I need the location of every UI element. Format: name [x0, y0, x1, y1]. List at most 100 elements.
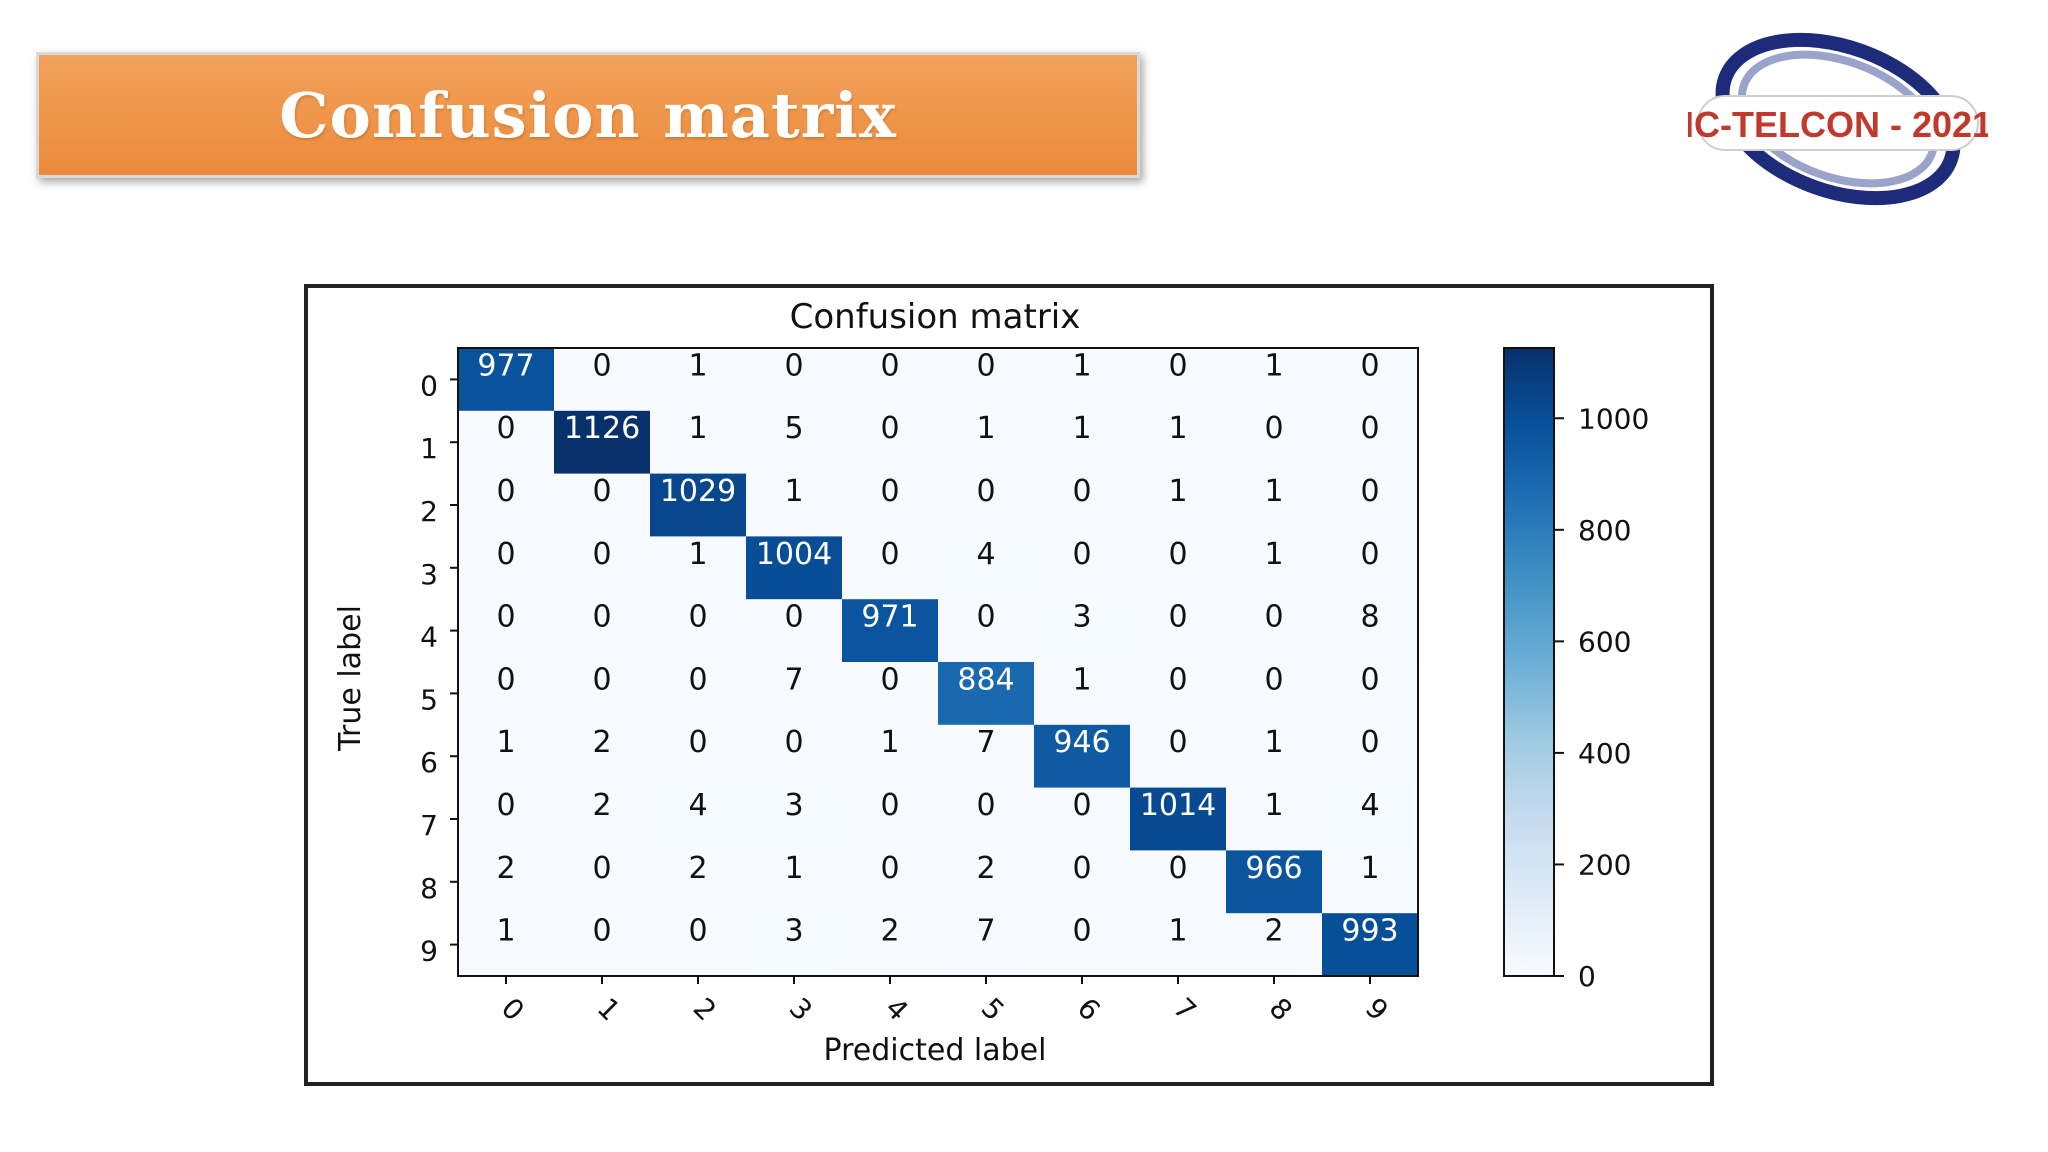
cell-value-label: 946	[1053, 725, 1110, 760]
cell-value-label: 0	[1072, 788, 1091, 823]
cell-value-label: 966	[1245, 851, 1302, 886]
cell-value-label: 0	[1360, 474, 1379, 509]
cell-value-label: 0	[592, 914, 611, 949]
heatmap-cell	[458, 913, 555, 977]
cell-value-label: 1	[1264, 725, 1283, 760]
cell-value-label: 0	[688, 662, 707, 697]
cell-value-label: 0	[592, 537, 611, 572]
cell-value-label: 3	[784, 788, 803, 823]
heatmap-cell	[842, 662, 939, 726]
heatmap-cell	[842, 348, 939, 412]
heatmap-cell	[746, 348, 843, 412]
heatmap-border	[457, 347, 1419, 977]
heatmap-cell	[1130, 913, 1227, 977]
heatmap-cell	[554, 536, 651, 600]
heatmap-cell	[458, 599, 555, 663]
cell-value-label: 1	[1264, 537, 1283, 572]
cell-value-label: 0	[1168, 600, 1187, 635]
cell-value-label: 0	[880, 474, 899, 509]
heatmap-cell	[650, 913, 747, 977]
cell-value-label: 7	[976, 914, 995, 949]
heatmap-cell	[1034, 473, 1131, 537]
heatmap-cell	[554, 410, 651, 475]
cell-value-label: 1	[496, 914, 515, 949]
heatmap-cell	[746, 724, 843, 789]
cell-value-label: 0	[496, 662, 515, 697]
heatmap-cell	[458, 787, 555, 851]
heatmap-cell	[1226, 724, 1323, 789]
colorbar-tick-label: 400	[1578, 737, 1631, 770]
cell-value-label: 0	[1168, 725, 1187, 760]
cell-value-label: 1	[1072, 348, 1091, 383]
heatmap-cell	[1226, 348, 1323, 412]
heatmap-cell	[1322, 536, 1419, 600]
cell-value-label: 2	[592, 725, 611, 760]
heatmap-cell	[1322, 473, 1419, 537]
heatmap-cell	[650, 536, 747, 600]
slide-title-banner: Confusion matrix	[36, 52, 1140, 178]
cell-value-label: 1	[976, 411, 995, 446]
cell-value-label: 0	[880, 411, 899, 446]
cell-value-label: 1126	[564, 411, 640, 446]
y-tick-label: 8	[420, 872, 438, 905]
heatmap-cell	[1130, 348, 1227, 412]
heatmap-cell	[1130, 662, 1227, 726]
cell-value-label: 1	[1072, 662, 1091, 697]
heatmap-cell	[1130, 599, 1227, 663]
heatmap-cell	[842, 473, 939, 537]
heatmap-cell	[842, 850, 939, 914]
cell-value-label: 0	[1168, 537, 1187, 572]
heatmap-cell	[1322, 410, 1419, 475]
heatmap-cell	[842, 913, 939, 977]
heatmap-cell	[938, 850, 1035, 914]
heatmap-cell	[746, 787, 843, 851]
heatmap-cell	[650, 410, 747, 475]
cell-value-label: 0	[1072, 914, 1091, 949]
heatmap-cell	[554, 599, 651, 663]
heatmap-cell	[1130, 473, 1227, 537]
heatmap-cell	[1034, 787, 1131, 851]
logo-inner-ring-icon	[1737, 50, 1939, 188]
heatmap-cell	[1034, 536, 1131, 600]
slide-title: Confusion matrix	[279, 78, 897, 152]
heatmap-cell	[1034, 850, 1131, 914]
heatmap-cell	[1226, 410, 1323, 475]
heatmap-cell	[938, 724, 1035, 789]
logo-ring-icon	[1715, 32, 1961, 206]
cell-value-label: 0	[688, 914, 707, 949]
heatmap-cell	[1034, 410, 1131, 475]
x-axis-label: Predicted label	[824, 1033, 1047, 1068]
heatmap-cell	[458, 850, 555, 914]
cell-value-label: 4	[688, 788, 707, 823]
chart-frame: Confusion matrix Predicted label True la…	[304, 284, 1714, 1086]
heatmap-cell	[554, 724, 651, 789]
heatmap-cell	[938, 662, 1035, 726]
heatmap-cell	[842, 410, 939, 475]
heatmap-cell	[746, 662, 843, 726]
heatmap-cell	[746, 850, 843, 914]
cell-value-label: 1	[688, 537, 707, 572]
cell-value-label: 3	[784, 914, 803, 949]
heatmap-cell	[938, 536, 1035, 600]
cell-value-label: 0	[592, 348, 611, 383]
heatmap-cell	[1226, 850, 1323, 914]
cell-value-label: 0	[496, 600, 515, 635]
cell-value-label: 0	[1168, 851, 1187, 886]
cell-value-label: 0	[784, 348, 803, 383]
cell-value-label: 0	[1168, 662, 1187, 697]
cell-value-label: 0	[1264, 411, 1283, 446]
heatmap-cell	[1226, 599, 1323, 663]
cell-value-label: 1	[1168, 411, 1187, 446]
cell-value-label: 0	[784, 725, 803, 760]
cell-value-label: 0	[688, 600, 707, 635]
heatmap-cell	[1322, 787, 1419, 851]
cell-value-label: 993	[1341, 914, 1398, 949]
cell-value-label: 0	[688, 725, 707, 760]
cell-value-label: 2	[976, 851, 995, 886]
cell-value-label: 7	[976, 725, 995, 760]
cell-value-label: 0	[496, 411, 515, 446]
heatmap-cell	[938, 348, 1035, 412]
y-tick-label: 4	[420, 621, 438, 654]
heatmap-cell	[458, 724, 555, 789]
heatmap-cell	[458, 348, 555, 412]
